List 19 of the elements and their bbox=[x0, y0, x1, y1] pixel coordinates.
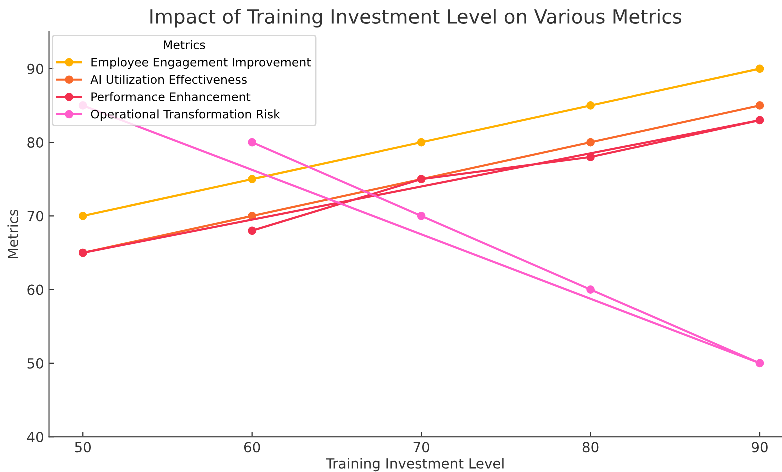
y-tick-label: 70 bbox=[28, 211, 44, 222]
legend-label: AI Utilization Effectiveness bbox=[90, 75, 247, 84]
legend-label: Operational Transformation Risk bbox=[91, 110, 280, 122]
y-tick-label: 60 bbox=[28, 284, 44, 296]
x-tick-label: 60 bbox=[244, 442, 260, 453]
x-tick-label: 70 bbox=[414, 442, 430, 453]
x-tick-label: 90 bbox=[752, 442, 768, 453]
y-tick-label: 50 bbox=[28, 358, 44, 369]
x-tick-label: 50 bbox=[75, 442, 92, 453]
y-tick-label: 80 bbox=[28, 138, 44, 148]
y-tick-label: 90 bbox=[28, 64, 44, 74]
y-axis-title: Metrics bbox=[8, 210, 18, 258]
legend-title: Metrics bbox=[164, 40, 206, 50]
chart-title: Impact of Training Investment Level on Various Metrics bbox=[150, 8, 682, 28]
y-tick-label: 40 bbox=[27, 432, 44, 443]
x-tick-label: 80 bbox=[582, 442, 599, 453]
legend-label: Employee Engagement Improvement bbox=[92, 58, 311, 70]
legend-label: Performance Enhancement bbox=[92, 92, 251, 102]
x-axis-title: Training Investment Level bbox=[326, 458, 504, 472]
